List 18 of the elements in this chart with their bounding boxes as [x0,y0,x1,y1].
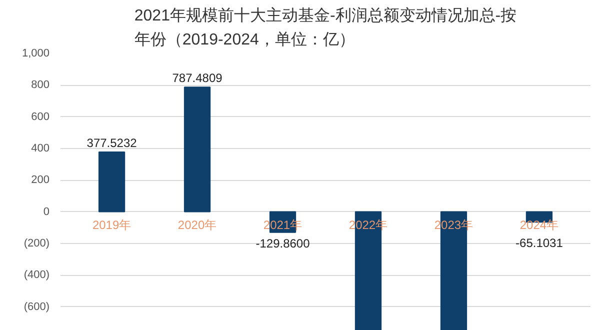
y-tick-label: (200) [24,237,50,250]
data-label: 377.5232 [86,136,138,150]
y-tick-label: 600 [31,110,50,123]
y-tick-label: 1,000 [22,48,50,60]
y-tick-label: (600) [24,300,50,313]
bar [98,152,126,212]
data-label: -129.8600 [256,236,310,250]
data-label: -65.1031 [516,236,564,250]
y-tick-label: 800 [31,79,50,92]
bar [184,86,211,212]
y-tick-label: (400) [24,269,50,282]
data-label: 787.4809 [172,71,223,86]
y-tick-label: 200 [31,174,50,186]
chart-title: 2021年规模前十大主动基金-利润总额变动情况加总-按年份（2019-2024，单位：亿） [134,6,517,48]
x-tick-label: 2019年 [92,218,132,232]
y-tick-label: 0 [43,206,50,218]
x-tick-label: 2020年 [178,218,217,232]
y-tick-label: 400 [31,142,50,154]
